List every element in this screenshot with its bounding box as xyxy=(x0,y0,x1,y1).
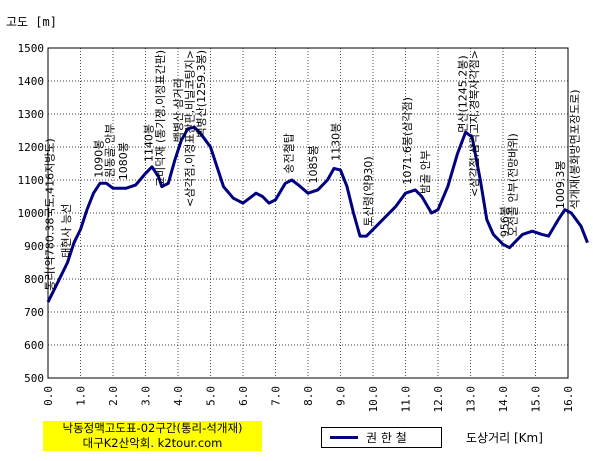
peak-annotation: 1080봉 xyxy=(117,142,130,180)
peak-annotation: 956봉 xyxy=(499,206,512,237)
y-tick-label: 1300 xyxy=(18,108,45,121)
peak-annotation: <삼각점,이정표간판,비닐코팅지> xyxy=(183,50,196,207)
x-tick-label: 12.0 xyxy=(432,386,445,413)
x-tick-label: 8.0 xyxy=(302,386,315,406)
peak-annotation: 석개재(봉화방면포장도로) xyxy=(569,89,582,209)
x-axis-ticks: 0.0 1.0 2.0 3.0 4.0 5.0 6.0 7.0 8.0 9.0 10.0 11.0 12… xyxy=(42,386,575,413)
peak-annotation: 1071.6봉(삼각점) xyxy=(401,97,414,185)
x-tick-label: 6.0 xyxy=(237,386,250,406)
x-tick-label: 4.0 xyxy=(172,386,185,406)
peak-annotation: 1140봉 xyxy=(143,124,156,162)
x-tick-label: 7.0 xyxy=(270,386,283,406)
y-tick-label: 500 xyxy=(24,372,44,385)
footer-title: 낙동정맥고도표-02구간(통리-석개재) xyxy=(62,421,243,435)
x-tick-label: 10.0 xyxy=(367,386,380,413)
elevation-line xyxy=(46,125,589,303)
peak-annotation: 밤골 안부 xyxy=(419,150,432,194)
x-tick-label: 2.0 xyxy=(107,386,120,406)
x-axis-title: 도상거리 [Km] xyxy=(466,431,543,445)
footer-caption: 낙동정맥고도표-02구간(통리-석개재) 대구K2산악회. k2tour.com xyxy=(43,421,262,451)
peak-annotation: 면산(1245.2봉) xyxy=(456,55,469,132)
peak-annotation: 백병산 삼거리 xyxy=(172,78,185,142)
peak-annotation: 1085봉 xyxy=(307,145,320,183)
x-tick-label: 5.0 xyxy=(205,386,218,406)
legend-swatch xyxy=(330,436,358,439)
y-tick-label: 700 xyxy=(24,306,44,319)
peak-annotation: <삼각점,삼각고지,경북사각점> xyxy=(468,50,481,197)
y-tick-label: 900 xyxy=(24,240,44,253)
peak-annotation: 송전철탑 xyxy=(283,133,296,173)
peak-annotation: 백병산(1259.3봉) xyxy=(195,50,208,138)
x-tick-label: 13.0 xyxy=(465,386,478,413)
peak-annotation: 토산령(약930) xyxy=(361,156,375,226)
peak-annotation: 1130봉 xyxy=(330,123,343,161)
peak-annotation: 1009.3봉 xyxy=(554,161,567,210)
x-tick-label: 0.0 xyxy=(42,386,55,406)
legend-label: 권 한 철 xyxy=(366,431,407,445)
x-tick-label: 1.0 xyxy=(75,386,88,406)
x-tick-label: 11.0 xyxy=(400,386,413,413)
legend: 권 한 철 xyxy=(321,427,442,448)
y-tick-label: 800 xyxy=(24,273,44,286)
peak-annotation: 태현사 능선 xyxy=(60,204,73,258)
grid xyxy=(47,47,569,379)
x-tick-label: 16.0 xyxy=(562,386,575,413)
peak-annotation: 1090봉 xyxy=(92,140,105,178)
y-tick-label: 1000 xyxy=(18,207,45,220)
y-tick-label: 1400 xyxy=(18,75,45,88)
peak-annotation: 통리(약780.38국도,416지방도) xyxy=(43,138,57,291)
y-tick-label: 600 xyxy=(24,339,44,352)
x-tick-label: 15.0 xyxy=(530,386,543,413)
footer-credit: 대구K2산악회. k2tour.com xyxy=(82,436,223,450)
peak-annotation: 오전골 안부(전망바위) xyxy=(507,133,520,236)
peak-annotation: 고비덕재 (통기쟁,이정표간판) xyxy=(154,50,167,187)
x-tick-label: 3.0 xyxy=(140,386,153,406)
x-tick-label: 14.0 xyxy=(497,386,510,413)
y-tick-label: 1100 xyxy=(18,174,45,187)
x-tick-label: 9.0 xyxy=(335,386,348,406)
peak-annotation: 원동골 안부 xyxy=(104,124,117,178)
y-axis-ticks: 1500 1400 1300 1200 1100 1000 900 800 700 600 500 xyxy=(18,42,45,385)
y-axis-title: 고도 [m] xyxy=(6,15,57,29)
y-tick-label: 1200 xyxy=(18,141,45,154)
y-tick-label: 1500 xyxy=(18,42,45,55)
